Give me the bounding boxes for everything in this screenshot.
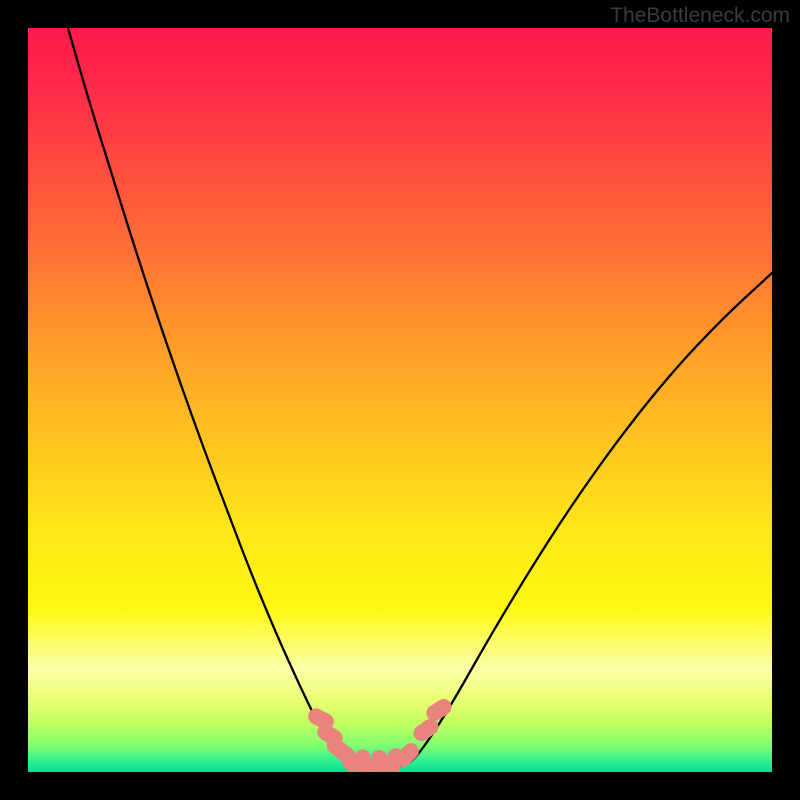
watermark-text: TheBottleneck.com xyxy=(610,4,790,28)
marker-point xyxy=(354,749,372,772)
plot-area xyxy=(28,28,772,772)
curve-markers xyxy=(28,28,772,772)
